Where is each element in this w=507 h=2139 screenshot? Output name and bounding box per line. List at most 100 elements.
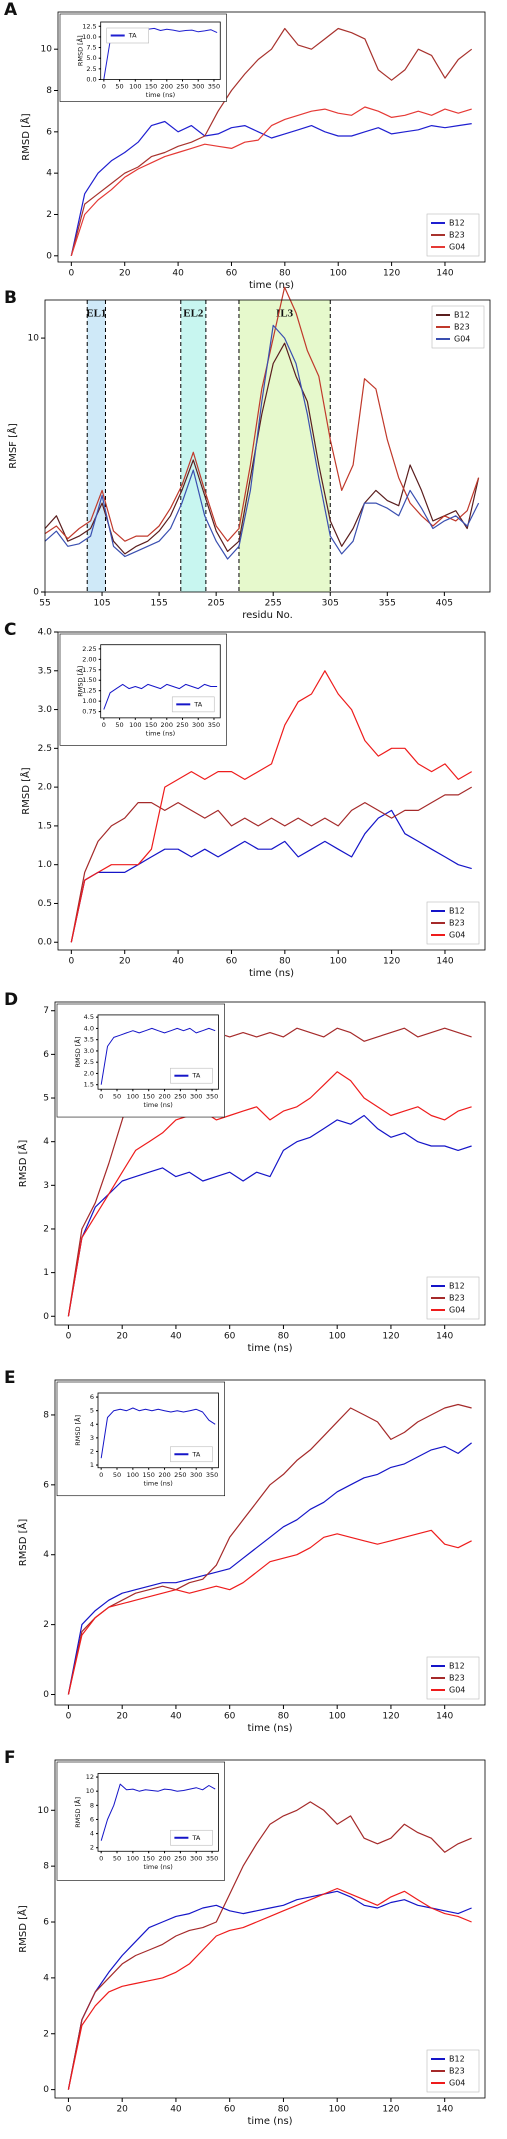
x-tick-label: 0 [102, 83, 106, 91]
y-tick-label: 10 [28, 334, 40, 344]
y-tick-label: 2.5 [38, 744, 52, 754]
x-tick-label: 120 [383, 957, 400, 967]
legend-label: B12 [454, 311, 470, 320]
legend-label: G04 [449, 1686, 465, 1695]
y-tick-label: 6 [46, 127, 52, 137]
x-tick-label: 80 [278, 1712, 290, 1722]
y-tick-label: 4.0 [38, 628, 53, 638]
y-axis-label: RMSD [Å] [16, 1140, 29, 1188]
legend-label: B12 [449, 907, 465, 916]
x-tick-label: 0 [66, 1332, 72, 1342]
x-tick-label: 100 [129, 721, 141, 729]
series-line [67, 1801, 472, 2090]
x-tick-label: 405 [436, 599, 453, 609]
y-tick-label: 4.5 [84, 1013, 94, 1021]
plot-frame [57, 631, 486, 951]
x-tick-label: 120 [383, 269, 400, 279]
y-tick-label: 2 [43, 1224, 49, 1234]
series-line [100, 1407, 216, 1459]
x-tick-label: 100 [329, 2105, 346, 2115]
legend-label: G04 [449, 931, 465, 940]
y-tick-label: 4 [90, 1830, 94, 1838]
x-tick-label: 200 [161, 721, 173, 729]
y-tick-label: 3 [90, 1434, 94, 1442]
legend-box [170, 1829, 213, 1846]
y-axis-label: RMSD [Å] [19, 767, 32, 815]
y-tick-label: 5 [43, 1094, 49, 1104]
y-tick-label: 4 [43, 1550, 49, 1560]
x-tick-label: 120 [382, 2105, 399, 2115]
y-tick-label: 2.5 [84, 1058, 94, 1066]
x-tick-label: 150 [142, 1092, 154, 1100]
y-tick-label: 0.0 [38, 938, 53, 948]
plot-frame [97, 1014, 219, 1090]
y-tick-label: 0 [43, 1312, 49, 1322]
series-line [70, 106, 472, 256]
panel-label: A [4, 0, 18, 20]
y-tick-label: 1.50 [82, 676, 96, 684]
x-tick-label: 20 [119, 957, 131, 967]
x-tick-label: 140 [436, 1332, 453, 1342]
region [87, 300, 106, 592]
y-tick-label: 6 [90, 1815, 94, 1823]
x-tick-label: 200 [158, 1471, 170, 1479]
y-tick-label: 10 [38, 1806, 50, 1816]
series-line [67, 1529, 472, 1695]
y-tick-label: 8 [90, 1801, 94, 1809]
legend-label: TA [128, 32, 137, 40]
x-tick-label: 300 [192, 83, 204, 91]
y-tick-label: 2 [90, 1447, 94, 1455]
series-line [100, 1783, 216, 1841]
y-tick-label: 0.5 [38, 899, 52, 909]
x-tick-label: 0 [102, 721, 106, 729]
x-tick-label: 0 [99, 1092, 103, 1100]
x-tick-label: 100 [330, 957, 347, 967]
legend-label: B23 [449, 2067, 465, 2076]
y-tick-label: 2.0 [84, 1069, 94, 1077]
plot-frame [100, 644, 221, 719]
y-tick-label: 4.0 [84, 1024, 94, 1032]
x-tick-label: 20 [116, 1712, 128, 1722]
y-tick-label: 3 [43, 1181, 49, 1191]
series-line [70, 27, 473, 256]
legend-box [170, 1446, 213, 1463]
x-tick-label: 100 [127, 1471, 139, 1479]
y-tick-label: 3.5 [84, 1036, 94, 1044]
y-tick-label: 1 [43, 1268, 49, 1278]
panel-label: D [4, 990, 18, 1010]
series-line [67, 1071, 472, 1317]
panel-label: B [4, 288, 17, 308]
y-tick-label: 7 [43, 1006, 49, 1016]
x-axis-label: time (ns) [247, 2116, 292, 2127]
x-tick-label: 80 [279, 269, 291, 279]
series-line [70, 670, 473, 943]
x-tick-label: 80 [278, 2105, 290, 2115]
y-tick-label: 8 [43, 1410, 49, 1420]
y-tick-label: 1 [90, 1461, 94, 1469]
x-tick-label: 150 [145, 83, 157, 91]
x-tick-label: 20 [119, 269, 131, 279]
x-tick-label: 150 [142, 1854, 154, 1862]
x-tick-label: 60 [226, 957, 238, 967]
x-tick-label: 200 [158, 1092, 170, 1100]
x-tick-label: 200 [161, 83, 173, 91]
legend-label: B12 [449, 2055, 465, 2064]
x-tick-label: 50 [113, 1854, 121, 1862]
x-tick-label: 140 [436, 1712, 453, 1722]
legend-label: G04 [449, 243, 465, 252]
region-label: EL2 [183, 308, 204, 320]
x-tick-label: 150 [145, 721, 157, 729]
y-tick-label: 2.0 [38, 783, 53, 793]
x-tick-label: 20 [116, 1332, 128, 1342]
x-tick-label: 50 [113, 1092, 121, 1100]
plot-frame [97, 1773, 219, 1852]
y-tick-label: 1.5 [84, 1081, 94, 1089]
region-label: EL1 [86, 308, 106, 320]
y-tick-label: 5 [90, 1407, 94, 1415]
series-line [44, 286, 480, 542]
series-line [67, 1442, 472, 1695]
x-tick-label: 105 [93, 599, 110, 609]
region [180, 300, 206, 592]
x-tick-label: 250 [176, 721, 188, 729]
